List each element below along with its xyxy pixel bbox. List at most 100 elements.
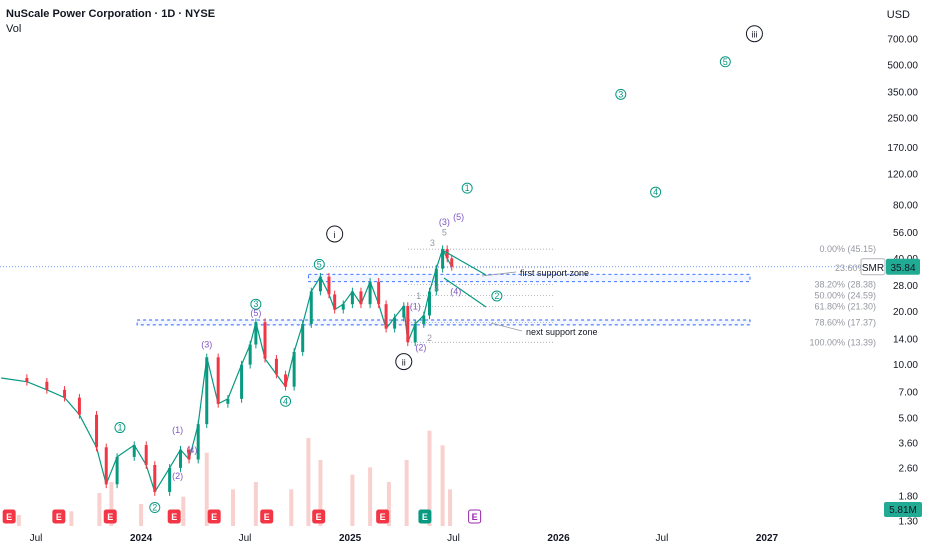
earnings-marker[interactable]: E: [312, 509, 326, 524]
volume-badge: [884, 502, 922, 517]
earnings-marker[interactable]: E: [167, 509, 181, 524]
zone-pointer: [490, 322, 523, 332]
wave-green-label: 3: [618, 89, 623, 99]
fib-level-label: 0.00% (45.15): [819, 244, 876, 254]
y-tick-label: 80.00: [893, 201, 918, 212]
earnings-marker[interactable]: E: [2, 509, 16, 524]
volume-bar: [69, 511, 74, 526]
earnings-marker-label: E: [56, 512, 62, 522]
earnings-marker[interactable]: E: [207, 509, 221, 524]
candle-body: [77, 397, 81, 415]
wave-green-label: 2: [152, 503, 157, 513]
wave-green-label: 5: [317, 259, 322, 269]
candle-body: [248, 344, 252, 365]
candle-body: [413, 323, 417, 343]
wave-gray-label: 4: [434, 283, 439, 293]
candle-body: [132, 445, 136, 457]
volume-bar: [289, 489, 294, 526]
currency-label[interactable]: USD: [886, 9, 910, 21]
candle-body: [445, 249, 449, 259]
y-tick-label: 7.00: [899, 387, 919, 398]
channel-layer: [443, 250, 487, 308]
last-price-value: 35.84: [890, 263, 915, 274]
y-tick-label: 120.00: [887, 170, 918, 181]
candle-body: [45, 381, 49, 390]
earnings-marker[interactable]: E: [52, 509, 66, 524]
volume-bar: [16, 515, 21, 526]
channel-lower-line: [443, 277, 487, 308]
candle-body: [274, 358, 278, 375]
earnings-marker-box: [468, 509, 482, 524]
candle-body: [153, 464, 157, 492]
candle-body: [350, 291, 354, 305]
support-zones-layer: first support zone next support zone: [136, 268, 751, 337]
volume-bar: [97, 493, 102, 526]
volume-bar: [318, 460, 323, 526]
earnings-marker[interactable]: E: [418, 509, 432, 524]
x-tick-label: 2024: [130, 533, 153, 544]
earnings-marker-box: [376, 509, 390, 524]
x-tick-label: Jul: [656, 533, 669, 544]
candle-body: [368, 281, 372, 305]
price-line: [1, 247, 453, 494]
candle-body: [284, 374, 288, 387]
wave-green-label: 5: [723, 57, 728, 67]
chart-title: NuScale Power Corporation · 1D · NYSE: [6, 8, 216, 20]
earnings-marker-label: E: [6, 512, 12, 522]
y-tick-label: 20.00: [893, 307, 918, 318]
volume-bar: [231, 489, 236, 526]
x-tick-label: Jul: [30, 533, 43, 544]
wave-green-label: 1: [465, 183, 470, 193]
candle-body: [309, 291, 313, 324]
wave-green-circle: [615, 88, 627, 100]
wave-green-circle: [491, 290, 503, 302]
wave-purple-label: (5): [250, 308, 261, 318]
y-tick-label: 700.00: [887, 35, 918, 46]
y-tick-label: 2.60: [899, 463, 919, 474]
earnings-marker-label: E: [264, 512, 270, 522]
candle-body: [359, 291, 363, 305]
y-tick-label: 3.60: [899, 438, 919, 449]
volume-bar: [306, 438, 311, 526]
earnings-marker[interactable]: E: [103, 509, 117, 524]
earnings-marker[interactable]: E: [468, 509, 482, 524]
y-tick-label: 350.00: [887, 88, 918, 99]
candle-body: [327, 276, 331, 295]
candle-body: [341, 304, 345, 310]
wave-green-label: 2: [494, 291, 499, 301]
wave-green-circle: [250, 298, 262, 310]
volume-bar: [350, 474, 355, 526]
y-tick-label: 1.30: [899, 517, 919, 528]
candle-body: [450, 258, 454, 267]
y-tick-label: 1.80: [899, 492, 919, 503]
wave-green-circle: [280, 395, 292, 407]
candle-body: [216, 357, 220, 404]
x-tick-label: Jul: [239, 533, 252, 544]
candle-body: [301, 323, 305, 352]
earnings-marker[interactable]: E: [376, 509, 390, 524]
wave-gray-label: 2: [427, 333, 432, 343]
candle-body: [406, 305, 410, 343]
wave-purple-label: (3): [201, 340, 212, 350]
wave-roman-label: iii: [751, 30, 757, 40]
volume-bar: [427, 430, 432, 526]
price-axis: 1.30 1.80 2.60 3.60 5.00 7.00 10.00 14.00 20.00 2…: [860, 35, 922, 528]
candle-body: [63, 389, 67, 398]
y-tick-label: 5.00: [899, 413, 919, 424]
wave-green-label: 4: [283, 396, 288, 406]
candle-body: [25, 377, 29, 382]
earnings-marker-box: [2, 509, 16, 524]
candle-body: [441, 249, 445, 269]
earnings-marker-label: E: [211, 512, 217, 522]
volume-indicator-label[interactable]: Vol: [6, 23, 22, 35]
candle-body: [115, 456, 119, 485]
earnings-marker[interactable]: E: [260, 509, 274, 524]
candle-body: [427, 291, 431, 316]
y-tick-label: 500.00: [887, 60, 918, 71]
earnings-marker-label: E: [107, 512, 113, 522]
volume-bar: [440, 445, 445, 526]
y-tick-label: 170.00: [887, 143, 918, 154]
candle-body: [178, 449, 182, 468]
